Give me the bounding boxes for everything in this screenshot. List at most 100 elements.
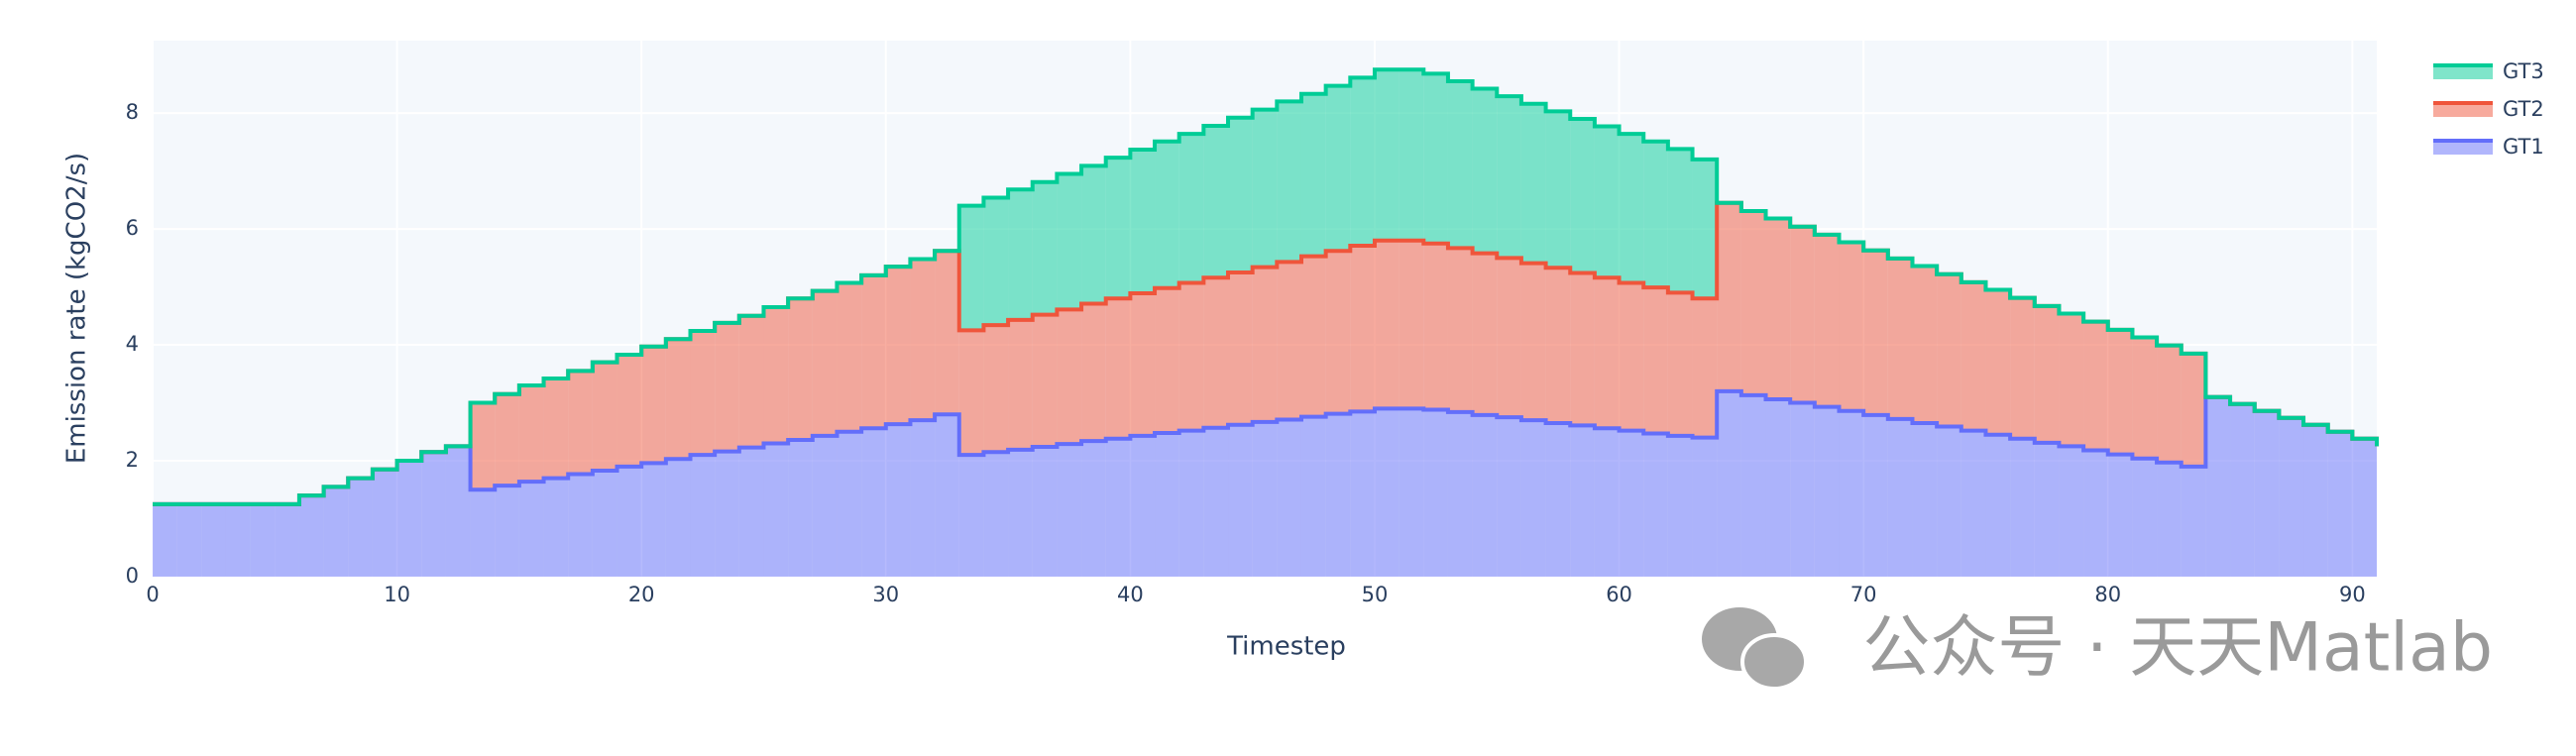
area-step [1497,96,1521,259]
area-step [641,463,666,577]
y-tick-label: 2 [126,448,139,472]
x-tick-label: 70 [1850,583,1877,606]
area-step [1497,417,1521,577]
area-step [1570,272,1595,426]
area-step [1374,69,1400,241]
area-step [1203,427,1229,577]
area-step [2132,458,2158,577]
area-step [738,315,764,448]
y-tick-label: 0 [126,564,139,588]
x-tick-label: 10 [384,583,410,606]
area-step [983,452,1009,577]
area-step [1423,409,1448,577]
area-step [2254,410,2280,577]
area-step [1740,210,1766,395]
x-tick-label: 50 [1362,583,1389,606]
area-step [153,503,177,577]
area-step [1399,240,1424,409]
area-step [1985,434,2011,577]
area-step [1863,250,1888,415]
area-step [935,414,959,577]
area-step [176,503,202,577]
area-step [2010,438,2035,577]
area-step [1692,159,1718,299]
area-step [1178,282,1204,431]
area-step [1985,289,2011,435]
area-step [1252,109,1278,268]
area-step [1814,406,1840,577]
area-step [2181,466,2206,577]
x-axis-title: Timestep [1226,632,1346,662]
x-tick-label: 60 [1606,583,1632,606]
area-step [445,446,471,577]
area-step [1520,420,1546,577]
area-step [1350,246,1375,412]
area-step [1447,411,1473,577]
area-step [763,307,789,444]
area-step [470,402,496,490]
area-step [861,274,886,429]
area-step [1178,430,1204,577]
area-step [1130,435,1156,577]
area-step [1325,413,1351,577]
area-step [1300,256,1326,417]
area-step [1814,234,1840,407]
area-step [1912,266,1938,424]
area-step [690,455,716,577]
legend-swatch [2433,103,2493,117]
series-area [153,390,2377,577]
area-step [2230,403,2255,577]
area-step [1472,253,1498,415]
area-step [616,354,642,467]
area-step [568,474,593,577]
area-step [1203,125,1229,278]
area-step [788,298,813,440]
area-step [1520,263,1546,421]
area-step [1252,267,1278,422]
area-step [910,420,936,577]
area-step [2010,297,2035,439]
area-step [1008,189,1033,320]
area-step [1374,408,1400,577]
area-step [1399,69,1424,241]
area-step [1057,309,1082,445]
area-step [2107,454,2133,577]
area-step [1692,437,1718,577]
area-step [2279,417,2304,577]
area-step [1717,202,1741,391]
area-step [812,435,838,577]
area-step [715,451,739,577]
area-step [1545,111,1571,269]
area-step [1520,103,1546,264]
area-step [1740,394,1766,577]
area-step [983,197,1009,326]
watermark: 公众号 · 天天Matlab [1862,609,2493,688]
area-step [592,470,617,577]
area-step [225,503,251,577]
area-step [1008,449,1033,577]
area-step [1155,141,1179,288]
area-step [518,384,544,483]
area-step [1300,93,1326,257]
y-axis-title: Emission rate (kgCO2/s) [62,153,92,464]
area-step [1790,226,1815,403]
y-tick-label: 8 [126,100,139,124]
area-step [958,205,984,331]
area-step [2205,396,2231,577]
area-step [1130,149,1156,294]
area-step [396,461,422,577]
area-step [250,503,276,577]
area-step [1472,414,1498,577]
area-step [201,503,226,577]
area-step [1692,298,1718,438]
area-step [2181,353,2206,467]
area-step [275,503,299,577]
area-step [1643,287,1668,434]
area-step [1325,251,1351,414]
area-step [1423,73,1448,244]
area-step [910,259,936,421]
area-step [1105,298,1131,439]
area-step [1887,418,1913,577]
series-line [153,67,2379,506]
